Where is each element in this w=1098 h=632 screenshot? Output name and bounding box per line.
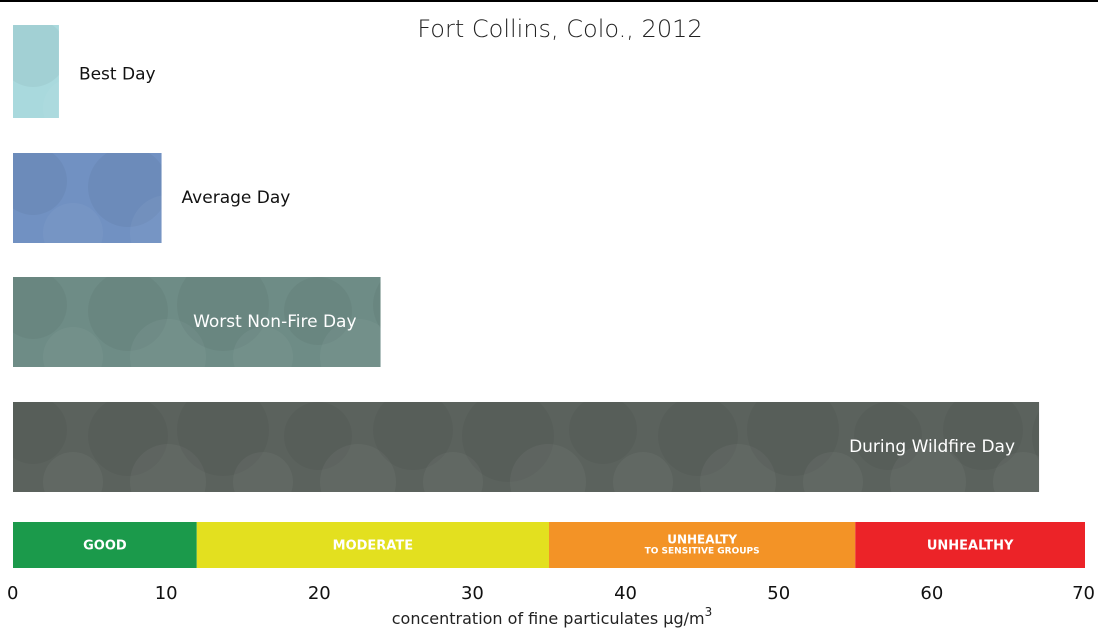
bar-clouds xyxy=(13,25,59,118)
x-tick-label: 10 xyxy=(155,583,178,604)
x-tick-label: 70 xyxy=(1072,583,1095,604)
bar-label: Average Day xyxy=(182,188,291,208)
aqi-band xyxy=(549,522,856,568)
aqi-band-label: UNHEALTHY xyxy=(927,539,1014,554)
bar-clouds xyxy=(13,277,381,367)
x-tick-label: 30 xyxy=(461,583,484,604)
aqi-band-label: UNHEALTY xyxy=(667,533,737,547)
x-tick-label: 20 xyxy=(308,583,331,604)
bar-clouds xyxy=(13,153,162,243)
aqi-band-label: GOOD xyxy=(83,539,127,554)
chart-title: Fort Collins, Colo., 2012 xyxy=(417,15,702,43)
aqi-band-label: MODERATE xyxy=(333,539,413,554)
bar xyxy=(13,25,59,118)
x-tick-label: 40 xyxy=(614,583,637,604)
bar-label: Worst Non-Fire Day xyxy=(193,312,356,332)
aqi-band xyxy=(196,522,549,568)
x-tick-label: 50 xyxy=(767,583,790,604)
x-axis-label: concentration of fine particulates µg/m3 xyxy=(392,605,713,628)
aqi-band xyxy=(13,522,197,568)
bar-label: Best Day xyxy=(79,65,156,85)
x-axis-label-superscript: 3 xyxy=(705,605,713,619)
x-tick-label: 0 xyxy=(7,583,18,604)
bar xyxy=(13,153,162,243)
aqi-band-sublabel: TO SENSITIVE GROUPS xyxy=(645,547,760,557)
x-axis-label-text: concentration of fine particulates µg/m xyxy=(392,609,705,628)
bar-clouds xyxy=(13,402,1040,492)
bar xyxy=(13,402,1040,492)
bar-label: During Wildfire Day xyxy=(849,437,1015,457)
x-tick-label: 60 xyxy=(920,583,943,604)
bar xyxy=(13,277,381,367)
aqi-band xyxy=(855,522,1085,568)
